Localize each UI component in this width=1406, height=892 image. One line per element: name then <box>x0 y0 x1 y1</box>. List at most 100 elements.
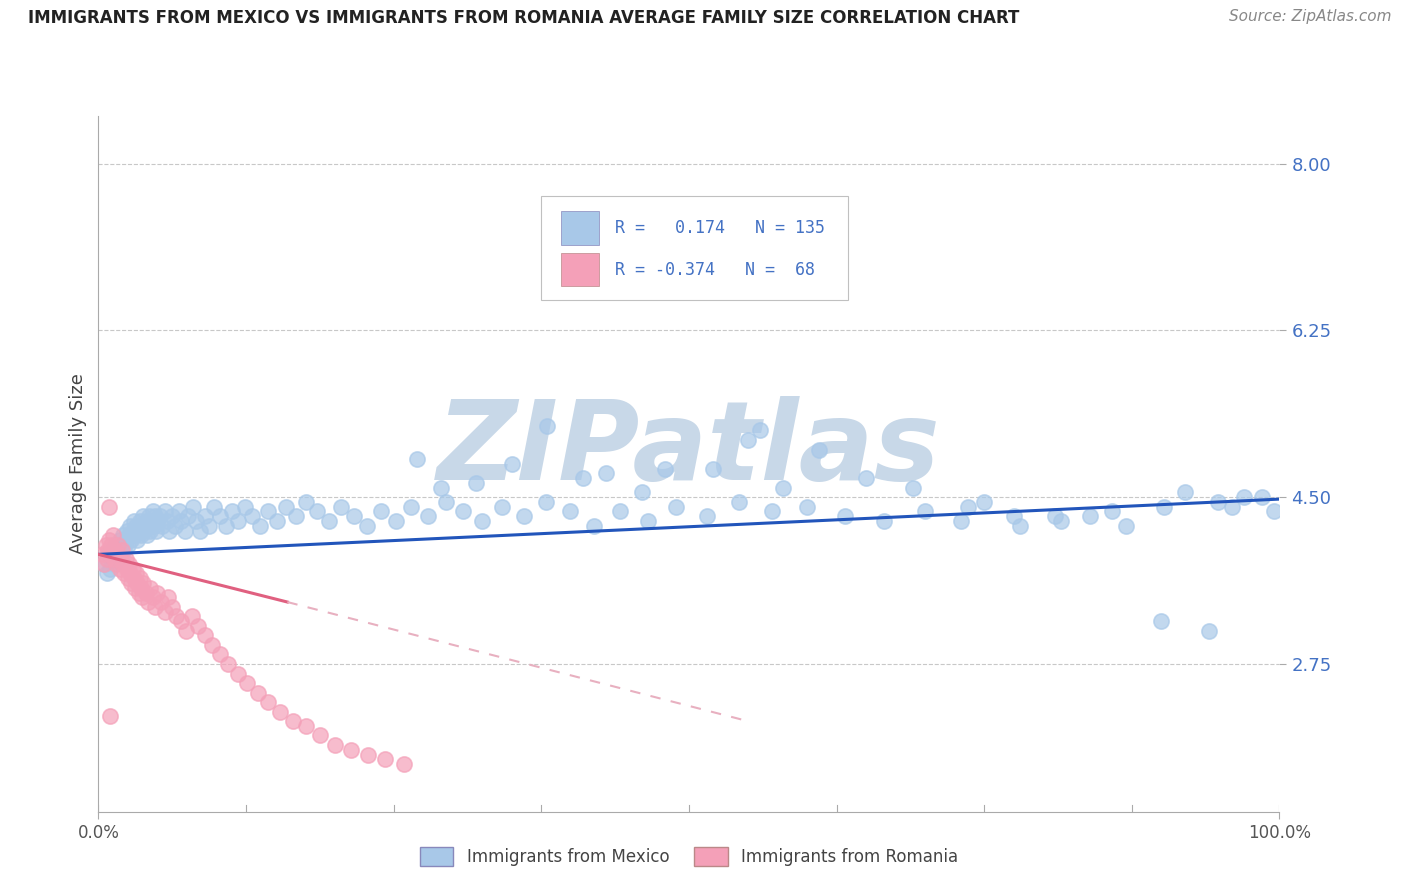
Point <box>1250 490 1272 504</box>
Point <box>167 504 190 518</box>
Point <box>111 538 134 552</box>
Point <box>1233 490 1256 504</box>
Point <box>104 542 127 557</box>
Point <box>104 548 127 562</box>
Point <box>873 514 896 528</box>
Point <box>139 581 162 595</box>
Point <box>142 504 165 518</box>
Point <box>150 595 173 609</box>
Point <box>329 500 352 514</box>
Point <box>1101 504 1123 518</box>
Point <box>125 566 148 581</box>
Point <box>914 504 936 518</box>
Point <box>111 542 134 557</box>
Point <box>105 557 128 571</box>
Point <box>165 609 187 624</box>
Point <box>120 518 142 533</box>
Point <box>125 518 148 533</box>
Point <box>903 481 925 495</box>
Point <box>1008 518 1031 533</box>
Point <box>221 504 243 518</box>
Bar <box>561 253 599 286</box>
Point <box>246 685 269 699</box>
Point <box>131 518 153 533</box>
Point <box>101 542 124 557</box>
Point <box>215 518 238 533</box>
Point <box>416 509 439 524</box>
Point <box>226 514 249 528</box>
Point <box>855 471 877 485</box>
Point <box>128 585 150 599</box>
Point <box>103 557 125 571</box>
Point <box>114 533 136 547</box>
Point <box>512 509 534 524</box>
Text: R =   0.174   N = 135: R = 0.174 N = 135 <box>614 219 824 237</box>
Point <box>202 500 225 514</box>
Point <box>737 433 759 447</box>
Point <box>143 509 166 524</box>
Point <box>1153 500 1175 514</box>
Point <box>153 605 176 619</box>
Point <box>132 576 155 591</box>
Point <box>1043 509 1066 524</box>
Point <box>1150 614 1173 628</box>
Point <box>98 562 121 576</box>
Point <box>394 757 416 772</box>
Point <box>91 548 114 562</box>
Point <box>236 676 259 690</box>
Point <box>124 581 146 595</box>
Point <box>121 562 143 576</box>
Point <box>115 562 138 576</box>
Point <box>129 528 152 542</box>
Point <box>295 495 318 509</box>
Point <box>385 514 408 528</box>
Point <box>143 599 166 614</box>
Point <box>94 538 117 552</box>
Point <box>536 418 558 433</box>
Point <box>98 709 121 723</box>
Point <box>309 729 332 743</box>
Point <box>471 514 494 528</box>
Point <box>117 571 139 585</box>
Point <box>342 509 364 524</box>
Point <box>465 475 488 490</box>
Point <box>194 509 217 524</box>
Point <box>1002 509 1025 524</box>
Point <box>188 524 211 538</box>
Point <box>170 514 193 528</box>
Point <box>139 524 162 538</box>
Point <box>101 528 124 542</box>
Point <box>129 581 152 595</box>
Point <box>96 552 118 566</box>
Point <box>103 552 125 566</box>
Point <box>149 509 172 524</box>
Point <box>796 500 818 514</box>
Point <box>406 452 429 467</box>
Point <box>501 457 523 471</box>
Point <box>120 566 142 581</box>
Point <box>180 609 202 624</box>
Point <box>266 514 288 528</box>
Point <box>318 514 340 528</box>
Point <box>105 548 128 562</box>
Point <box>121 524 143 538</box>
Point <box>630 485 652 500</box>
Point <box>323 738 346 752</box>
Point <box>956 500 979 514</box>
Point <box>453 504 475 518</box>
Legend: Immigrants from Mexico, Immigrants from Romania: Immigrants from Mexico, Immigrants from … <box>413 840 965 873</box>
Point <box>135 585 157 599</box>
Point <box>157 524 180 538</box>
Point <box>370 504 392 518</box>
Point <box>97 548 120 562</box>
Point <box>209 509 232 524</box>
Point <box>107 542 129 557</box>
Point <box>118 528 141 542</box>
Point <box>748 424 770 438</box>
Point <box>105 538 128 552</box>
Point <box>97 542 120 557</box>
Point <box>240 509 263 524</box>
Point <box>807 442 830 457</box>
Point <box>117 538 139 552</box>
Point <box>128 514 150 528</box>
